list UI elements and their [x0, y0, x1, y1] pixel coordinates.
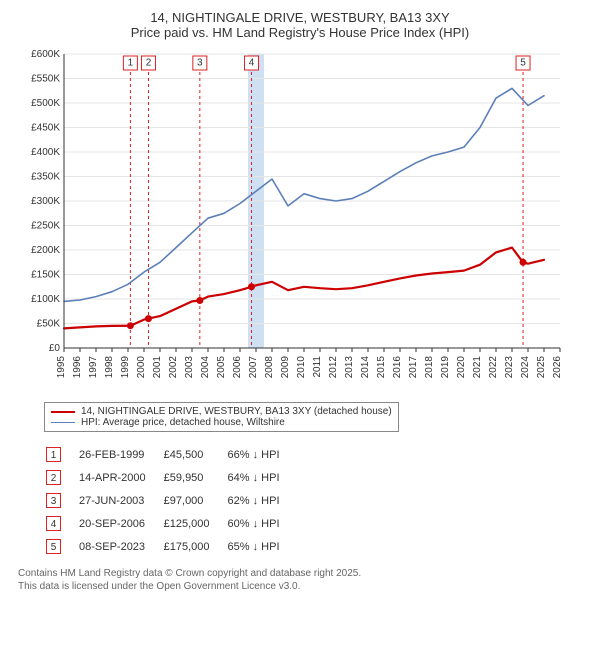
svg-text:2021: 2021 [472, 356, 483, 379]
svg-text:2007: 2007 [248, 356, 259, 379]
svg-text:2002: 2002 [168, 356, 179, 379]
svg-text:2001: 2001 [152, 356, 163, 379]
svg-text:2006: 2006 [232, 356, 243, 379]
svg-text:£150K: £150K [31, 270, 60, 281]
table-row: 5 08-SEP-2023£175,00065% ↓ HPI [46, 536, 296, 557]
svg-text:£100K: £100K [31, 294, 60, 305]
sale-marker-badge: 4 [46, 516, 61, 531]
svg-text:1997: 1997 [88, 356, 99, 379]
svg-text:2000: 2000 [136, 356, 147, 379]
svg-text:£50K: £50K [37, 319, 61, 330]
svg-text:2008: 2008 [264, 356, 275, 379]
svg-text:1996: 1996 [72, 356, 83, 379]
svg-text:2016: 2016 [392, 356, 403, 379]
svg-text:2019: 2019 [440, 356, 451, 379]
svg-text:£300K: £300K [31, 196, 60, 207]
chart-title-block: 14, NIGHTINGALE DRIVE, WESTBURY, BA13 3X… [0, 0, 600, 46]
sale-hpi-delta: 62% ↓ HPI [228, 490, 296, 511]
sale-hpi-delta: 64% ↓ HPI [228, 467, 296, 488]
sale-price: £45,500 [164, 444, 226, 465]
svg-text:1: 1 [128, 58, 134, 69]
sale-hpi-delta: 65% ↓ HPI [228, 536, 296, 557]
svg-text:£350K: £350K [31, 172, 60, 183]
svg-text:1998: 1998 [104, 356, 115, 379]
svg-text:£600K: £600K [31, 49, 60, 60]
svg-text:4: 4 [249, 58, 255, 69]
title-subtitle: Price paid vs. HM Land Registry's House … [0, 25, 600, 40]
svg-text:£450K: £450K [31, 123, 60, 134]
svg-text:2018: 2018 [424, 356, 435, 379]
svg-text:£250K: £250K [31, 221, 60, 232]
svg-text:1999: 1999 [120, 356, 131, 379]
title-address: 14, NIGHTINGALE DRIVE, WESTBURY, BA13 3X… [0, 10, 600, 25]
footer-line1: Contains HM Land Registry data © Crown c… [18, 567, 582, 580]
legend-label: HPI: Average price, detached house, Wilt… [81, 417, 285, 428]
sales-table: 1 26-FEB-1999£45,50066% ↓ HPI 2 14-APR-2000… [44, 442, 298, 559]
sale-hpi-delta: 60% ↓ HPI [228, 513, 296, 534]
svg-text:£550K: £550K [31, 74, 60, 85]
table-row: 4 20-SEP-2006£125,00060% ↓ HPI [46, 513, 296, 534]
svg-text:£400K: £400K [31, 147, 60, 158]
svg-text:2010: 2010 [296, 356, 307, 379]
legend-swatch [51, 411, 75, 413]
svg-text:1995: 1995 [56, 356, 67, 379]
price-chart: £0 £50K £100K £150K £200K £250K £300K £350K £400… [20, 46, 580, 396]
svg-text:2011: 2011 [312, 356, 323, 378]
svg-text:£0: £0 [49, 343, 61, 354]
sale-price: £97,000 [164, 490, 226, 511]
table-row: 2 14-APR-2000£59,95064% ↓ HPI [46, 467, 296, 488]
svg-text:2023: 2023 [504, 356, 515, 379]
chart-legend: 14, NIGHTINGALE DRIVE, WESTBURY, BA13 3X… [44, 402, 582, 432]
sale-marker-badge: 3 [46, 493, 61, 508]
sale-date: 08-SEP-2023 [79, 536, 162, 557]
svg-text:2005: 2005 [216, 356, 227, 379]
svg-text:2013: 2013 [344, 356, 355, 379]
sale-price: £59,950 [164, 467, 226, 488]
svg-text:2017: 2017 [408, 356, 419, 379]
svg-text:2026: 2026 [552, 356, 563, 379]
sale-marker-badge: 2 [46, 470, 61, 485]
svg-text:5: 5 [520, 58, 526, 69]
svg-text:£200K: £200K [31, 245, 60, 256]
sale-price: £175,000 [164, 536, 226, 557]
sale-price: £125,000 [164, 513, 226, 534]
legend-swatch [51, 422, 75, 423]
sale-date: 26-FEB-1999 [79, 444, 162, 465]
svg-text:2: 2 [146, 58, 152, 69]
sale-hpi-delta: 66% ↓ HPI [228, 444, 296, 465]
svg-text:2014: 2014 [360, 356, 371, 379]
footer-line2: This data is licensed under the Open Gov… [18, 580, 582, 593]
svg-text:2015: 2015 [376, 356, 387, 379]
table-row: 3 27-JUN-2003£97,00062% ↓ HPI [46, 490, 296, 511]
sale-date: 20-SEP-2006 [79, 513, 162, 534]
table-row: 1 26-FEB-1999£45,50066% ↓ HPI [46, 444, 296, 465]
svg-text:3: 3 [197, 58, 203, 69]
legend-item: HPI: Average price, detached house, Wilt… [51, 417, 392, 428]
svg-text:2025: 2025 [536, 356, 547, 379]
sale-marker-badge: 1 [46, 447, 61, 462]
svg-text:2009: 2009 [280, 356, 291, 379]
chart-svg: £0 £50K £100K £150K £200K £250K £300K £350K £400… [20, 46, 580, 396]
sale-marker-badge: 5 [46, 539, 61, 554]
svg-text:2004: 2004 [200, 356, 211, 379]
svg-text:2020: 2020 [456, 356, 467, 379]
svg-text:£500K: £500K [31, 98, 60, 109]
sale-date: 14-APR-2000 [79, 467, 162, 488]
svg-text:2022: 2022 [488, 356, 499, 379]
svg-text:2003: 2003 [184, 356, 195, 379]
svg-text:2024: 2024 [520, 356, 531, 379]
data-attribution: Contains HM Land Registry data © Crown c… [18, 567, 582, 593]
legend-item: 14, NIGHTINGALE DRIVE, WESTBURY, BA13 3X… [51, 406, 392, 417]
legend-label: 14, NIGHTINGALE DRIVE, WESTBURY, BA13 3X… [81, 406, 392, 417]
svg-text:2012: 2012 [328, 356, 339, 379]
sale-date: 27-JUN-2003 [79, 490, 162, 511]
